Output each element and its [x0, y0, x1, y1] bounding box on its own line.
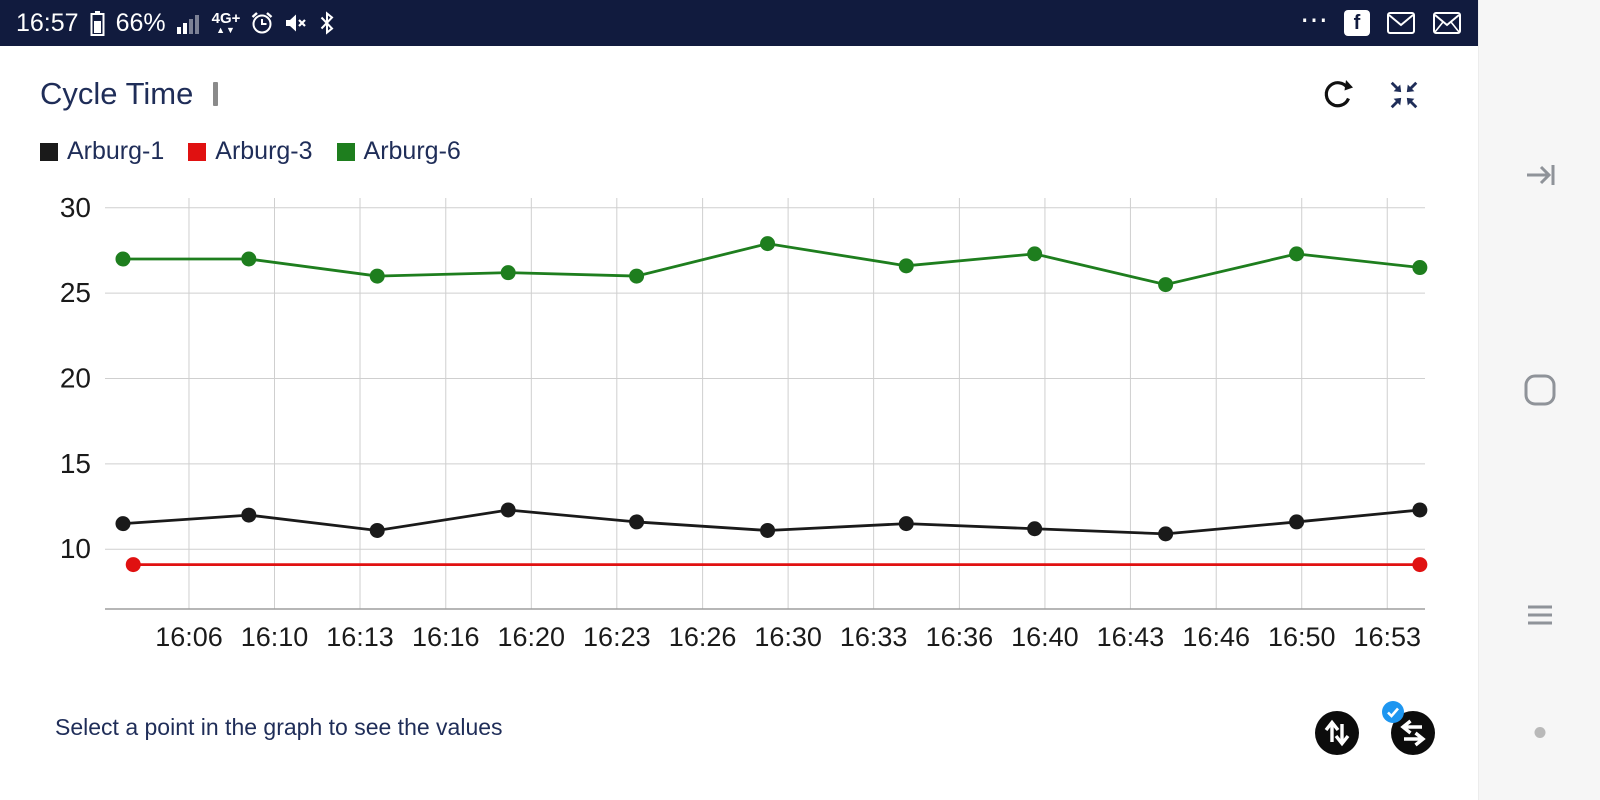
overflow-icon: ⋯ [1300, 4, 1328, 35]
gmail-notification-icon [1433, 12, 1461, 34]
data-point-Arburg-1[interactable] [241, 507, 257, 523]
data-point-Arburg-6[interactable] [1412, 260, 1428, 276]
data-point-Arburg-6[interactable] [629, 268, 645, 284]
data-point-Arburg-1[interactable] [1289, 514, 1305, 530]
x-tick-label: 16:46 [1182, 622, 1250, 652]
alarm-icon [252, 12, 273, 34]
y-tick-label: 30 [60, 192, 91, 223]
x-tick-label: 16:06 [155, 622, 223, 652]
data-point-Arburg-6[interactable] [898, 258, 914, 274]
legend-label: Arburg-3 [215, 137, 313, 165]
data-point-Arburg-1[interactable] [898, 516, 914, 532]
x-tick-label: 16:30 [754, 622, 822, 652]
data-point-Arburg-6[interactable] [1027, 246, 1043, 262]
x-tick-label: 16:20 [498, 622, 566, 652]
data-point-Arburg-1[interactable] [629, 514, 645, 530]
legend-label: Arburg-6 [363, 137, 461, 165]
nav-hide-dot[interactable] [1534, 727, 1545, 738]
collapse-icon [1390, 81, 1418, 109]
selected-check-badge [1382, 701, 1404, 723]
sort-values-button[interactable] [1315, 711, 1359, 755]
app-content: Cycle Time Arburg-1 Arburg-3 Arburg-6 16:0… [0, 46, 1478, 800]
data-point-Arburg-6[interactable] [500, 265, 516, 281]
legend-swatch [188, 142, 207, 161]
app-header: Cycle Time [40, 76, 219, 112]
data-point-Arburg-1[interactable] [1027, 521, 1043, 537]
y-tick-label: 10 [60, 533, 91, 564]
chart-area: 16:06 16:10 16:13 16:16 16:20 16:23 16:26 16:30… [0, 184, 1460, 664]
legend-item-arburg-3[interactable]: Arburg-3 [188, 137, 313, 166]
selection-hint: Select a point in the graph to see the v… [55, 714, 503, 740]
data-point-Arburg-6[interactable] [760, 236, 776, 252]
x-tick-label: 16:26 [669, 622, 737, 652]
y-tick-label: 15 [60, 448, 91, 479]
data-point-Arburg-6[interactable] [369, 268, 385, 284]
data-point-Arburg-6[interactable] [1289, 246, 1305, 262]
signal-icon [176, 15, 199, 34]
data-point-Arburg-6[interactable] [1158, 277, 1174, 293]
status-right: ⋯ f [1300, 6, 1462, 40]
legend-item-arburg-1[interactable]: Arburg-1 [40, 137, 164, 166]
x-tick-label: 16:33 [840, 622, 908, 652]
battery-icon [90, 10, 105, 36]
x-tick-label: 16:40 [1011, 622, 1079, 652]
nav-home-icon [1524, 374, 1555, 406]
x-tick-label: 16:43 [1097, 622, 1165, 652]
collapse-button[interactable] [1387, 78, 1421, 112]
legend-swatch [336, 142, 355, 161]
x-tick-label: 16:16 [412, 622, 480, 652]
page-title: Cycle Time [40, 76, 194, 111]
x-tick-label: 16:10 [241, 622, 309, 652]
chart-legend: Arburg-1 Arburg-3 Arburg-6 [40, 137, 461, 166]
mute-icon [286, 14, 307, 32]
nav-back-button[interactable] [1520, 155, 1560, 198]
network-indicator: 4G+ ▲▼ [212, 11, 241, 35]
data-point-Arburg-1[interactable] [1158, 526, 1174, 542]
x-tick-label: 16:13 [326, 622, 394, 652]
y-tick-label: 25 [60, 277, 91, 308]
nav-home-button[interactable] [1520, 370, 1560, 413]
legend-item-arburg-6[interactable]: Arburg-6 [336, 137, 461, 166]
nav-recents-button[interactable] [1520, 595, 1560, 638]
facebook-notification-icon: f [1344, 10, 1370, 36]
x-tick-label: 16:23 [583, 622, 651, 652]
y-tick-label: 20 [60, 363, 91, 394]
refresh-icon [1324, 80, 1353, 108]
x-tick-label: 16:36 [926, 622, 994, 652]
x-tick-label: 16:50 [1268, 622, 1336, 652]
data-point-Arburg-6[interactable] [241, 251, 257, 267]
legend-swatch [40, 142, 58, 161]
network-arrows-icon: ▲▼ [216, 25, 236, 35]
cycle-time-chart[interactable]: 16:06 16:10 16:13 16:16 16:20 16:23 16:26 16:30… [0, 184, 1460, 664]
arrows-left-right-icon [1400, 719, 1426, 747]
android-nav-bar [1478, 0, 1600, 800]
data-point-Arburg-1[interactable] [115, 516, 131, 532]
nav-recents-icon [1527, 605, 1552, 625]
battery-percent: 66% [115, 8, 166, 37]
clock: 16:57 [16, 8, 79, 37]
x-tick-label: 16:53 [1353, 622, 1421, 652]
data-point-Arburg-1[interactable] [369, 522, 385, 538]
text-cursor-mark [213, 82, 219, 106]
nav-back-icon [1526, 165, 1554, 185]
status-left: 16:57 66% 4G+ ▲▼ [16, 9, 336, 38]
arrows-up-down-icon [1324, 719, 1350, 747]
refresh-button[interactable] [1319, 77, 1355, 113]
bluetooth-icon [321, 11, 334, 35]
data-point-Arburg-3[interactable] [1412, 557, 1428, 573]
data-point-Arburg-1[interactable] [1412, 502, 1428, 518]
network-type-label: 4G+ [211, 10, 241, 27]
data-point-Arburg-6[interactable] [115, 251, 131, 267]
data-point-Arburg-1[interactable] [760, 522, 776, 538]
android-status-bar: 16:57 66% 4G+ ▲▼ [0, 0, 1478, 46]
mail-notification-icon [1387, 12, 1415, 34]
legend-label: Arburg-1 [67, 137, 165, 165]
data-point-Arburg-1[interactable] [500, 502, 516, 518]
data-point-Arburg-3[interactable] [125, 557, 141, 573]
